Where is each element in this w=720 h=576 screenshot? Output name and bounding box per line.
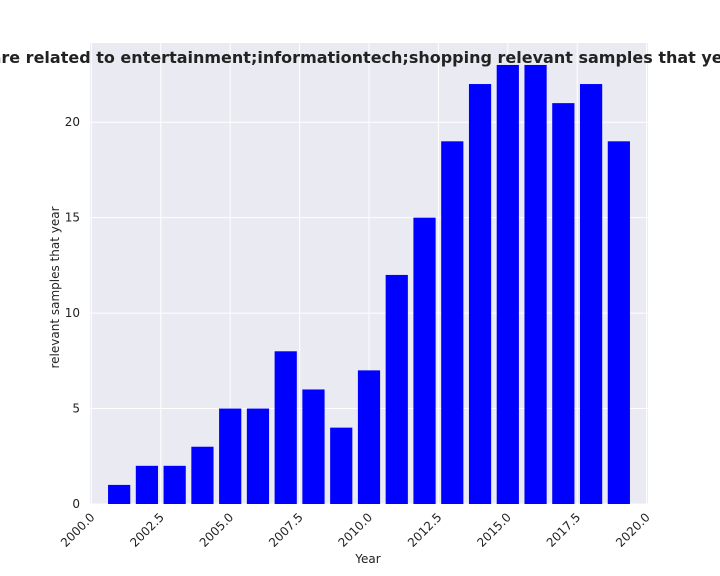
bar-2002	[135, 465, 159, 504]
bar-2008	[302, 389, 325, 504]
bar-2006	[246, 408, 270, 504]
y-tick-label: 15	[65, 211, 80, 225]
bar-2015	[496, 64, 519, 504]
bar-2019	[607, 141, 630, 505]
bar-series	[108, 64, 630, 505]
y-axis: 0 5 10 15 20	[65, 115, 80, 511]
bar-2017	[552, 103, 575, 504]
y-tick-label: 10	[65, 306, 80, 320]
bar-2018	[579, 84, 603, 504]
x-tick-label: 2020.0	[613, 510, 653, 550]
x-tick-label: 2012.5	[405, 510, 445, 550]
x-tick-label: 2005.0	[197, 510, 237, 550]
x-tick-label: 2015.0	[474, 510, 514, 550]
bar-2004	[191, 446, 214, 504]
chart-title: …samples are related to entertainment;in…	[0, 48, 720, 67]
y-tick-label: 0	[72, 497, 80, 511]
bar-2012	[413, 217, 436, 504]
bar-2003	[163, 465, 186, 504]
bar-2010	[357, 370, 381, 504]
y-axis-label: relevant samples that year	[48, 206, 62, 368]
x-axis-label: Year	[354, 552, 380, 566]
y-tick-label: 20	[65, 115, 80, 129]
bar-2009	[330, 427, 353, 504]
bar-2016	[524, 64, 547, 504]
bar-2013	[441, 141, 464, 505]
x-axis: 2000.0 2002.5 2005.0 2007.5 2010.0 2012.5 2015…	[58, 510, 653, 550]
bar-2007	[274, 351, 297, 504]
y-tick-label: 5	[72, 402, 80, 416]
bar-2014	[468, 84, 492, 504]
x-tick-label: 2002.5	[127, 510, 167, 550]
bar-2005	[219, 408, 242, 504]
x-tick-label: 2010.0	[336, 510, 376, 550]
x-tick-label: 2017.5	[544, 510, 584, 550]
bar-2011	[385, 274, 408, 504]
x-tick-label: 2007.5	[266, 510, 306, 550]
x-tick-label: 2000.0	[58, 510, 98, 550]
bar-2001	[108, 484, 131, 504]
